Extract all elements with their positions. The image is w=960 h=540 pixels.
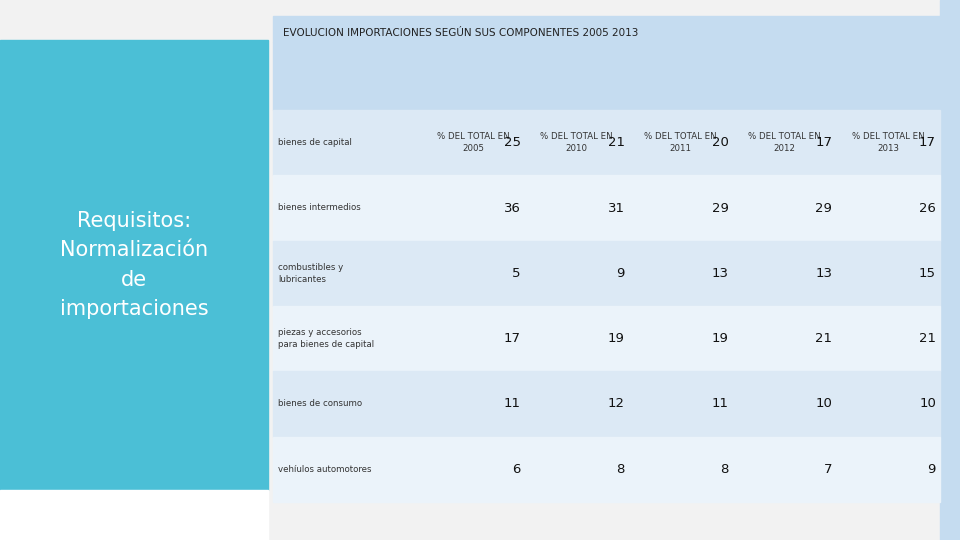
Bar <box>273 437 940 502</box>
Text: 7: 7 <box>824 463 832 476</box>
Text: 17: 17 <box>815 136 832 149</box>
Text: % DEL TOTAL EN
2012: % DEL TOTAL EN 2012 <box>748 132 821 153</box>
Bar <box>273 110 940 176</box>
Text: % DEL TOTAL EN
2005: % DEL TOTAL EN 2005 <box>437 132 509 153</box>
Text: 19: 19 <box>608 332 625 345</box>
Text: 13: 13 <box>711 267 729 280</box>
Text: Requisitos:
Normalización
de
importaciones: Requisitos: Normalización de importacion… <box>60 211 208 319</box>
Text: piezas y accesorios
para bienes de capital: piezas y accesorios para bienes de capit… <box>278 328 374 349</box>
Bar <box>940 0 960 540</box>
Bar <box>273 241 940 306</box>
Text: 9: 9 <box>927 463 936 476</box>
Text: 11: 11 <box>711 397 729 410</box>
Text: bienes de capital: bienes de capital <box>278 138 352 147</box>
Text: % DEL TOTAL EN
2011: % DEL TOTAL EN 2011 <box>644 132 717 153</box>
Text: 11: 11 <box>504 397 520 410</box>
Text: 12: 12 <box>608 397 625 410</box>
Text: 25: 25 <box>504 136 520 149</box>
Text: EVOLUCION IMPORTACIONES SEGÚN SUS COMPONENTES 2005 2013: EVOLUCION IMPORTACIONES SEGÚN SUS COMPON… <box>283 28 638 38</box>
Text: 15: 15 <box>919 267 936 280</box>
Text: 5: 5 <box>513 267 520 280</box>
Text: 19: 19 <box>711 332 729 345</box>
Text: % DEL TOTAL EN
2010: % DEL TOTAL EN 2010 <box>540 132 613 153</box>
Text: bienes de consumo: bienes de consumo <box>278 400 362 408</box>
Bar <box>0 40 268 490</box>
Bar <box>273 16 940 42</box>
Text: 21: 21 <box>919 332 936 345</box>
Bar <box>273 372 940 437</box>
Text: 6: 6 <box>513 463 520 476</box>
Text: 29: 29 <box>815 201 832 214</box>
Text: 26: 26 <box>919 201 936 214</box>
Text: 20: 20 <box>711 136 729 149</box>
Text: combustibles y
lubricantes: combustibles y lubricantes <box>278 263 344 284</box>
Bar <box>273 176 940 241</box>
Bar <box>273 42 940 110</box>
Text: 21: 21 <box>815 332 832 345</box>
Bar <box>273 306 940 372</box>
Text: 17: 17 <box>919 136 936 149</box>
Text: 36: 36 <box>504 201 520 214</box>
Text: bienes intermedios: bienes intermedios <box>278 204 361 213</box>
Text: 10: 10 <box>815 397 832 410</box>
Text: 9: 9 <box>616 267 625 280</box>
Text: 17: 17 <box>504 332 520 345</box>
Text: 29: 29 <box>711 201 729 214</box>
Text: vehíulos automotores: vehíulos automotores <box>278 465 372 474</box>
Text: 8: 8 <box>720 463 729 476</box>
Text: 21: 21 <box>608 136 625 149</box>
Text: 8: 8 <box>616 463 625 476</box>
Text: 10: 10 <box>919 397 936 410</box>
Text: 31: 31 <box>608 201 625 214</box>
Text: % DEL TOTAL EN
2013: % DEL TOTAL EN 2013 <box>852 132 924 153</box>
Bar <box>0 490 268 540</box>
Text: 13: 13 <box>815 267 832 280</box>
